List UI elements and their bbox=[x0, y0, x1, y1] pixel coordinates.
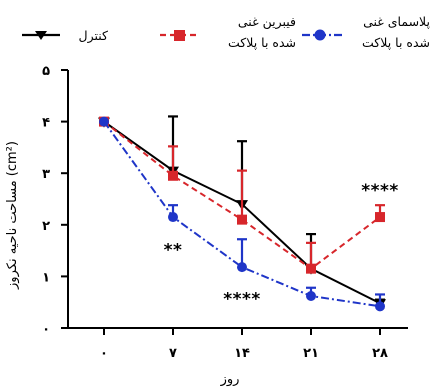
data-point bbox=[168, 170, 178, 181]
legend-marker-prp bbox=[314, 29, 326, 41]
data-point bbox=[375, 212, 385, 223]
x-tick-label: ۱۴ bbox=[234, 346, 250, 361]
axes bbox=[67, 70, 408, 329]
data-point bbox=[237, 262, 247, 273]
data-point bbox=[375, 301, 385, 312]
series-2 bbox=[99, 116, 385, 312]
data-point bbox=[99, 116, 109, 127]
data-point bbox=[168, 212, 178, 223]
legend-label-prf-line2: شده با پلاکت bbox=[228, 35, 296, 50]
legend-marker-prf bbox=[174, 30, 185, 41]
legend-item-prf: فیبرین غنی شده با پلاکت bbox=[160, 14, 296, 50]
legend-label-prp-line1: پلاسمای غنی bbox=[363, 14, 430, 29]
legend-label-prf-line1: فیبرین غنی bbox=[238, 14, 296, 30]
x-tick-label: ۰ bbox=[100, 346, 108, 361]
significance-stars: **** bbox=[361, 181, 399, 201]
x-tick-label: ۲۱ bbox=[303, 346, 319, 361]
y-axis-title: مساحت ناحیه نکروز (cm²) bbox=[5, 141, 20, 290]
y-ticks: ۰ ۱ ۲ ۳ ۴ ۵ bbox=[42, 64, 68, 337]
legend-label-control: کنترل bbox=[79, 28, 109, 44]
plot-series bbox=[98, 115, 386, 312]
x-tick-label: ۲۸ bbox=[372, 346, 388, 361]
significance-annotations: ********** bbox=[164, 181, 399, 309]
significance-stars: ** bbox=[164, 240, 183, 260]
data-point bbox=[306, 263, 316, 274]
y-tick-label: ۵ bbox=[42, 64, 50, 79]
legend-label-prp-line2: شده با پلاکت bbox=[362, 35, 430, 50]
y-tick-label: ۳ bbox=[42, 167, 50, 182]
legend-item-prp: پلاسمای غنی شده با پلاکت bbox=[302, 14, 431, 50]
x-tick-label: ۷ bbox=[169, 346, 177, 361]
legend: کنترل فیبرین غنی شده با پلاکت پلاسمای غن… bbox=[22, 14, 431, 50]
significance-stars: **** bbox=[223, 289, 261, 309]
legend-item-control: کنترل bbox=[22, 28, 108, 44]
x-ticks: ۰ ۷ ۱۴ ۲۱ ۲۸ bbox=[100, 328, 388, 361]
data-point bbox=[237, 214, 247, 225]
y-tick-label: ۲ bbox=[42, 219, 50, 234]
y-tick-label: ۰ bbox=[42, 322, 50, 337]
legend-marker-control bbox=[35, 31, 47, 40]
data-point bbox=[306, 291, 316, 302]
y-tick-label: ۱ bbox=[42, 270, 50, 285]
series-line bbox=[103, 120, 381, 270]
x-axis-title: روز bbox=[220, 372, 240, 387]
y-tick-label: ۴ bbox=[42, 116, 50, 131]
